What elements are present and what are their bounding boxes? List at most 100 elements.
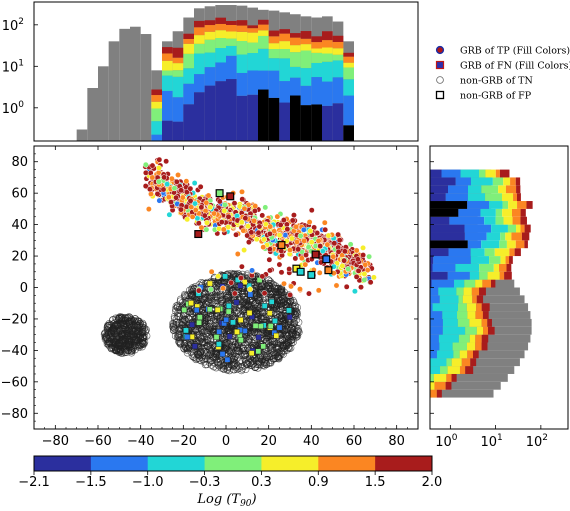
stack-segment <box>430 366 441 374</box>
stack-segment <box>236 31 248 42</box>
stack-segment <box>204 52 216 68</box>
tn-point <box>118 325 126 333</box>
tn-point <box>114 332 123 340</box>
tp-point <box>251 207 258 214</box>
stack-segment <box>290 37 301 46</box>
fp-point <box>322 255 331 264</box>
tp-point <box>216 198 223 205</box>
stack-segment <box>446 358 452 367</box>
stack-segment <box>481 334 489 343</box>
tp-point <box>165 194 172 201</box>
tp-point <box>276 232 283 239</box>
tp-point <box>358 284 364 291</box>
tn-point <box>273 310 281 319</box>
tn-point <box>252 308 260 316</box>
tn-point <box>111 333 119 342</box>
tn-point <box>188 290 196 299</box>
main-y-tick-label: 20 <box>11 250 28 265</box>
stack-segment <box>430 224 465 233</box>
stack-segment <box>445 193 468 202</box>
tp-point <box>184 216 191 223</box>
stack-segment <box>430 350 437 359</box>
tn-point <box>256 308 264 317</box>
stack-segment <box>183 38 194 44</box>
tn-point <box>242 365 250 373</box>
tp-point <box>282 232 289 239</box>
stack-segment <box>290 52 301 67</box>
stack-segment <box>439 295 459 304</box>
tn-point <box>105 341 113 350</box>
tn-point <box>200 348 208 356</box>
stack-segment <box>526 201 533 209</box>
stack-segment <box>343 95 354 126</box>
tp-point <box>335 248 342 255</box>
stack-segment <box>467 311 476 319</box>
tn-point <box>258 351 267 360</box>
colorbar-tick-label: −1.5 <box>75 475 107 490</box>
fn-point <box>214 307 221 313</box>
tp-point <box>354 256 361 263</box>
stack-segment <box>151 108 162 122</box>
fn-point <box>226 333 233 340</box>
stack-segment <box>469 334 476 343</box>
tn-point <box>117 330 125 338</box>
stack-segment <box>452 342 467 351</box>
stack-segment <box>215 38 226 49</box>
fn-point <box>192 343 198 350</box>
stack-segment <box>290 66 301 78</box>
stack-segment <box>151 95 162 102</box>
tn-point <box>208 330 216 338</box>
fn-point <box>273 332 280 339</box>
colorbar: −2.1 −1.5 −1.0 −0.3 0.3 0.9 1.5 2.0 <box>18 455 442 490</box>
tp-point <box>241 247 248 254</box>
stack-segment <box>447 185 468 194</box>
stack-segment <box>332 54 344 61</box>
tn-point <box>270 340 279 348</box>
tp-point <box>247 286 254 293</box>
legend: GRB of TP (Fill Colors) GRB of FN (Fill C… <box>435 46 570 102</box>
tn-point <box>292 309 301 317</box>
tn-point <box>173 333 182 341</box>
tp-point <box>192 207 199 214</box>
stack-segment <box>204 39 216 53</box>
stack-segment <box>430 271 448 280</box>
stack-segment <box>247 25 258 29</box>
tn-point <box>138 339 147 348</box>
main-x-tick-label: −20 <box>170 434 197 449</box>
stack-segment <box>499 263 507 272</box>
stack-segment <box>258 24 269 31</box>
tp-point <box>156 156 163 163</box>
tn-point <box>280 338 288 347</box>
tp-point <box>231 200 238 207</box>
fn-point <box>181 307 188 313</box>
tp-point <box>242 215 249 222</box>
stack-segment <box>479 271 488 280</box>
tp-point <box>286 266 293 272</box>
stack-segment <box>505 256 510 264</box>
stack-segment <box>300 68 312 86</box>
tn-point <box>246 359 254 367</box>
stack-segment <box>467 350 473 359</box>
stack-segment <box>215 23 226 31</box>
tp-point <box>189 213 196 220</box>
tp-point <box>203 226 210 233</box>
stack-segment <box>502 201 509 209</box>
tn-point <box>228 310 237 319</box>
stack-segment <box>469 318 482 327</box>
legend-label: non-GRB of FP <box>460 91 532 102</box>
tn-point <box>191 295 200 304</box>
stack-segment <box>247 42 258 54</box>
stack-segment <box>431 279 455 288</box>
fn-point <box>230 319 236 326</box>
tp-point <box>260 244 267 251</box>
stack-segment <box>247 28 258 33</box>
tn-point <box>244 324 252 332</box>
stack-segment <box>502 208 513 217</box>
tn-point <box>223 291 231 299</box>
stack-segment <box>172 76 184 98</box>
stack-segment <box>311 104 322 142</box>
stack-segment <box>311 52 322 63</box>
stack-segment <box>495 216 504 225</box>
tp-point <box>218 219 225 226</box>
stack-segment <box>194 43 205 54</box>
